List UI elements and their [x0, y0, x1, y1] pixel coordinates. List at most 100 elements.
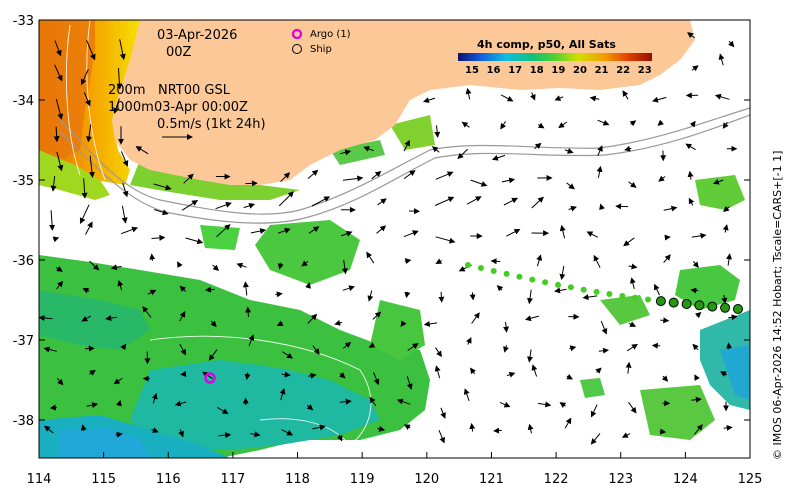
- ship-position-marker[interactable]: [555, 281, 561, 288]
- current-vector: [525, 315, 540, 322]
- land-mass: [112, 20, 695, 185]
- current-vector: [54, 40, 62, 57]
- current-vector: [367, 290, 374, 302]
- current-vector: [122, 182, 129, 198]
- current-vector: [623, 237, 635, 247]
- current-vector: [153, 183, 172, 191]
- colorbar-tick-label: 19: [551, 65, 566, 76]
- current-vector: [490, 258, 501, 265]
- ship-position-marker[interactable]: [694, 300, 705, 311]
- current-vector: [311, 196, 331, 207]
- ship-position-marker[interactable]: [733, 304, 743, 314]
- current-vector: [113, 377, 123, 385]
- current-vector: [142, 306, 152, 318]
- current-vector: [50, 175, 57, 192]
- current-vector: [151, 392, 158, 404]
- current-vector: [496, 285, 504, 292]
- current-vector: [559, 402, 567, 408]
- current-vector: [629, 120, 637, 127]
- argo-legend-label: Argo (1): [310, 29, 351, 40]
- current-vector: [654, 283, 660, 296]
- colorbar-tick-label: 15: [465, 65, 479, 76]
- ship-position-marker[interactable]: [668, 297, 679, 308]
- ship-position-marker[interactable]: [632, 294, 639, 301]
- current-vector: [628, 321, 637, 327]
- ship-position-marker[interactable]: [529, 276, 536, 283]
- ship-position-marker[interactable]: [542, 279, 549, 286]
- ship-position-marker[interactable]: [503, 270, 510, 277]
- current-vector: [597, 119, 610, 126]
- lon-tick-label: 125: [738, 472, 763, 487]
- current-vector: [694, 311, 702, 319]
- current-vector: [554, 95, 564, 101]
- current-vector: [151, 427, 159, 433]
- ship-position-marker[interactable]: [490, 268, 497, 274]
- lat-tick-label: -38: [13, 414, 34, 429]
- current-vector: [373, 372, 380, 386]
- ship-position-marker[interactable]: [567, 284, 574, 291]
- ship-position-marker[interactable]: [465, 262, 471, 268]
- depth-label-2: 1000m: [108, 100, 154, 115]
- ship-position-marker[interactable]: [655, 296, 666, 307]
- lon-tick-label: 116: [156, 472, 181, 487]
- ship-position-marker[interactable]: [606, 291, 613, 297]
- credit-text: © IMOS 06-Apr-2026 14:52 Hobart; Tscale=…: [771, 150, 784, 460]
- colorbar-tick-label: 17: [508, 65, 523, 76]
- ship-position-marker[interactable]: [720, 302, 731, 313]
- current-vector: [687, 170, 694, 180]
- current-vector: [660, 317, 670, 324]
- current-vector: [342, 285, 355, 292]
- argo-float-marker[interactable]: [204, 372, 216, 384]
- current-vector: [307, 313, 318, 324]
- ship-position-marker[interactable]: [619, 293, 626, 299]
- current-vector: [590, 433, 601, 445]
- ship-legend-icon: [292, 44, 302, 54]
- current-vector: [621, 432, 631, 438]
- current-vector: [363, 146, 374, 152]
- current-vector: [89, 369, 96, 376]
- current-vector: [371, 170, 382, 180]
- current-vector: [276, 320, 284, 326]
- current-vector: [589, 95, 600, 102]
- ship-position-marker[interactable]: [681, 299, 692, 309]
- current-vector: [149, 253, 156, 261]
- current-vector: [628, 401, 637, 414]
- current-vector: [723, 205, 730, 213]
- current-vector: [558, 121, 568, 129]
- current-vector: [81, 178, 88, 199]
- current-vector: [179, 343, 186, 356]
- ship-position-marker[interactable]: [580, 286, 587, 293]
- current-vector: [527, 289, 533, 305]
- ship-position-marker[interactable]: [516, 273, 523, 280]
- current-vector: [503, 197, 518, 206]
- ship-position-marker[interactable]: [593, 288, 600, 295]
- current-vector: [403, 170, 416, 180]
- current-vector: [628, 181, 637, 188]
- current-vector: [599, 203, 605, 211]
- argo-legend-icon: [291, 28, 303, 40]
- current-vector: [44, 425, 54, 434]
- ship-position-marker[interactable]: [707, 301, 718, 312]
- ship-position-marker[interactable]: [477, 265, 484, 271]
- current-vector: [438, 430, 445, 444]
- current-vector: [81, 315, 91, 322]
- ship-position-marker[interactable]: [645, 296, 651, 303]
- current-vector: [657, 119, 664, 126]
- current-vector: [564, 148, 574, 154]
- current-vector: [718, 53, 725, 66]
- current-vector: [622, 90, 629, 100]
- current-vector: [115, 399, 122, 407]
- current-vector: [312, 345, 320, 355]
- current-vector: [531, 364, 538, 377]
- current-vector: [341, 259, 348, 275]
- lon-tick-label: 120: [414, 472, 439, 487]
- current-vector: [243, 202, 256, 209]
- current-vector: [83, 92, 91, 107]
- lon-tick-label: 118: [285, 472, 310, 487]
- current-vector: [86, 402, 99, 409]
- current-vector: [568, 205, 577, 212]
- current-vector: [147, 289, 157, 296]
- current-vector: [534, 142, 542, 150]
- ship-track: [465, 262, 743, 314]
- current-vector: [56, 280, 64, 290]
